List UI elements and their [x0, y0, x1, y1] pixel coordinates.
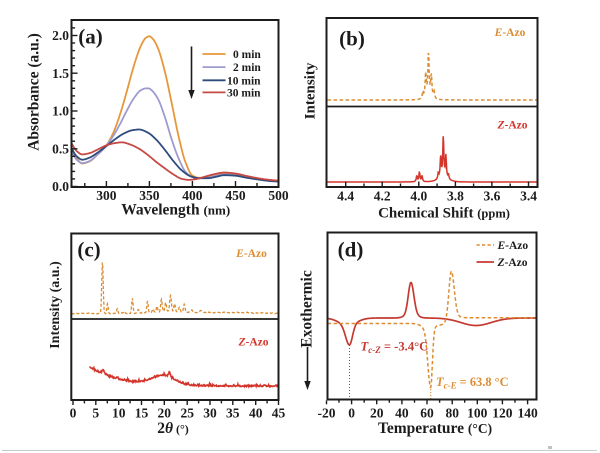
svg-text:(d): (d) [338, 238, 364, 262]
svg-text:Intensity (a.u.): Intensity (a.u.) [48, 261, 63, 349]
svg-text:E-Azo: E-Azo [235, 248, 267, 260]
svg-text:Tc-E = 63.8 °C: Tc-E = 63.8 °C [436, 375, 509, 391]
svg-text:80: 80 [445, 406, 459, 421]
svg-text:-20: -20 [318, 406, 336, 421]
svg-text:40: 40 [249, 406, 263, 421]
svg-text:10: 10 [112, 406, 126, 421]
svg-text:15: 15 [135, 406, 149, 421]
svg-text:60: 60 [420, 406, 434, 421]
svg-text:30 min: 30 min [227, 88, 261, 100]
svg-text:10 min: 10 min [227, 75, 261, 87]
svg-text:450: 450 [225, 188, 246, 203]
svg-text:140: 140 [517, 406, 538, 421]
svg-text:(c): (c) [77, 238, 100, 262]
svg-text:35: 35 [226, 406, 240, 421]
svg-text:E-Azo: E-Azo [494, 27, 526, 39]
svg-text:1.0: 1.0 [52, 104, 69, 119]
svg-text:Z-Azo: Z-Azo [496, 120, 527, 132]
svg-text:3.4: 3.4 [520, 188, 537, 203]
svg-text:2 min: 2 min [233, 62, 261, 74]
svg-text:E-Azo: E-Azo [497, 240, 529, 252]
svg-text:20: 20 [158, 406, 172, 421]
svg-text:2θ (°): 2θ (°) [157, 420, 189, 437]
svg-text:4.4: 4.4 [337, 188, 354, 203]
svg-text:350: 350 [139, 188, 160, 203]
svg-text:45: 45 [272, 406, 286, 421]
svg-text:0.0: 0.0 [52, 179, 69, 194]
svg-text:4.0: 4.0 [410, 188, 427, 203]
svg-text:0 min: 0 min [233, 49, 261, 61]
svg-text:20: 20 [370, 406, 384, 421]
svg-text:120: 120 [492, 406, 513, 421]
svg-text:Absorbance (a.u.): Absorbance (a.u.) [26, 33, 43, 151]
svg-text:Wavelength (nm): Wavelength (nm) [121, 202, 230, 219]
svg-text:0: 0 [70, 406, 77, 421]
svg-text:Z-Azo: Z-Azo [237, 337, 268, 349]
svg-text:100: 100 [467, 406, 488, 421]
svg-text:Tc-Z = -3.4°C: Tc-Z = -3.4°C [361, 340, 429, 356]
svg-text:400: 400 [182, 188, 203, 203]
svg-text:5: 5 [92, 406, 99, 421]
svg-text:Intensity: Intensity [303, 62, 319, 119]
svg-text:(b): (b) [339, 27, 365, 51]
svg-text:1.5: 1.5 [52, 66, 69, 81]
svg-text:25: 25 [180, 406, 194, 421]
svg-text:500: 500 [268, 188, 289, 203]
svg-text:2.0: 2.0 [52, 28, 69, 43]
svg-text:0.5: 0.5 [52, 141, 69, 156]
svg-text:Temperature (°C): Temperature (°C) [378, 420, 492, 437]
svg-text:(a): (a) [78, 25, 103, 49]
svg-text:3.8: 3.8 [447, 188, 464, 203]
svg-text:0: 0 [348, 406, 355, 421]
svg-text:40: 40 [395, 406, 409, 421]
svg-text:3.6: 3.6 [483, 188, 500, 203]
svg-text:4.2: 4.2 [374, 188, 391, 203]
svg-text:Z-Azo: Z-Azo [497, 257, 528, 269]
svg-text:Chemical Shift (ppm): Chemical Shift (ppm) [378, 206, 510, 222]
svg-text:300: 300 [96, 188, 117, 203]
svg-text:30: 30 [203, 406, 217, 421]
svg-text:Exothermic: Exothermic [299, 270, 316, 348]
